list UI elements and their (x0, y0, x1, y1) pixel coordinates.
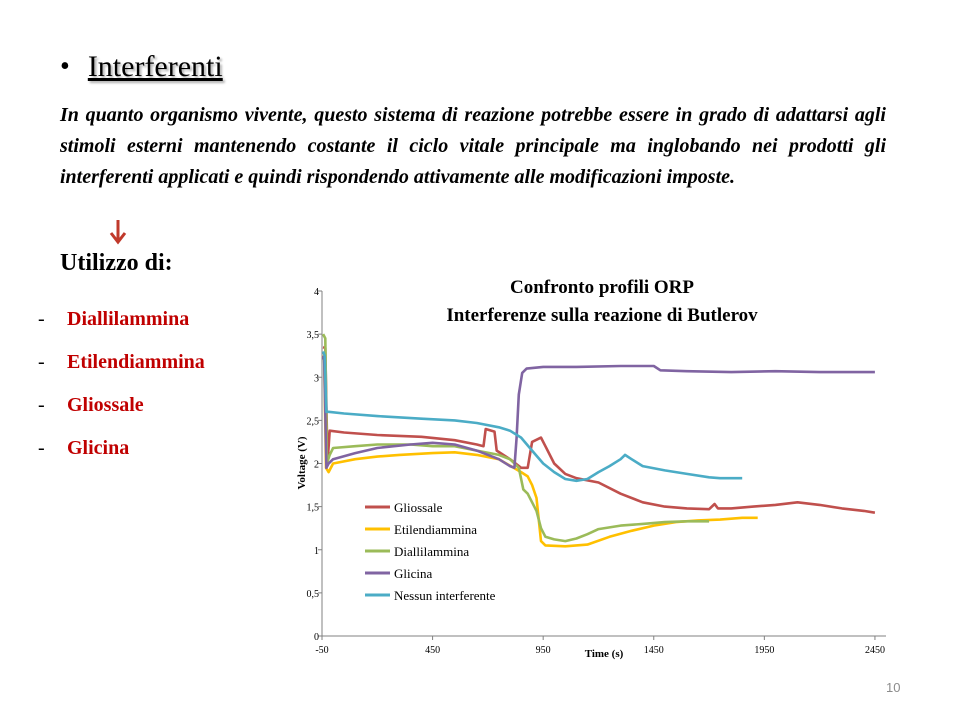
orp-line-chart: Confronto profili ORP Interferenze sulla… (296, 277, 886, 660)
y-tick-label: 0 (314, 632, 319, 643)
legend-label-diallilammina: Diallilammina (394, 544, 469, 559)
arrow-down-icon (109, 220, 127, 245)
list-item: - Etilendiammina (38, 351, 205, 394)
y-tick-label: 3,5 (307, 330, 320, 341)
list-dash: - (38, 394, 45, 416)
y-tick-label: 4 (314, 287, 319, 298)
page-number: 10 (886, 680, 901, 695)
legend-label-etilendiammina: Etilendiammina (394, 522, 477, 537)
interferent-name: Gliossale (67, 394, 144, 416)
slide-title: Interferenti (87, 50, 223, 83)
list-dash: - (38, 351, 45, 373)
usage-label: Utilizzo di: (60, 250, 173, 276)
legend-label-gliossale: Gliossale (394, 500, 443, 515)
y-axis-label: Voltage (V) (296, 436, 308, 489)
x-axis-label: Time (s) (585, 648, 624, 660)
x-tick-label: 1950 (754, 645, 774, 656)
chart-legend: Gliossale Etilendiammina Diallilammina Glic… (365, 500, 496, 603)
list-item: - Diallilammina (38, 308, 205, 351)
list-dash: - (38, 437, 45, 459)
interferent-list: - Diallilammina - Etilendiammina - Gliossal… (38, 308, 205, 480)
y-tick-label: 1 (314, 546, 319, 557)
interferent-name: Glicina (67, 437, 130, 459)
list-item: - Gliossale (38, 394, 205, 437)
series-line-nessun-interferente (321, 350, 743, 483)
y-tick-label: 0,5 (307, 589, 320, 600)
chart-axes: 0 0,5 1 1,5 2 2,5 3 3,5 4 -50 450 950 1450 1950 2450 (307, 287, 886, 656)
legend-label-glicina: Glicina (394, 566, 432, 581)
x-tick-label: 2450 (865, 645, 885, 656)
x-tick-label: 950 (536, 645, 551, 656)
chart-subtitle: Interferenze sulla reazione di Butlerov (446, 305, 758, 326)
y-tick-label: 2 (314, 460, 319, 471)
y-tick-label: 1,5 (307, 503, 320, 514)
legend-label-nessun-interferente: Nessun interferente (394, 588, 496, 603)
series-line-gliossale (322, 345, 876, 514)
y-tick-label: 2,5 (307, 416, 320, 427)
series-line-diallilammina (321, 333, 710, 543)
list-item: - Glicina (38, 437, 205, 480)
x-tick-label: -50 (315, 645, 328, 656)
series-line-etilendiammina (321, 354, 758, 548)
x-tick-label: 1450 (644, 645, 664, 656)
chart-series (321, 333, 876, 548)
interferent-name: Etilendiammina (67, 351, 205, 373)
chart-title: Confronto profili ORP (510, 277, 694, 298)
series-line-glicina (321, 355, 875, 470)
bullet-icon: • (60, 51, 70, 82)
slide-heading: • Interferenti (60, 50, 223, 84)
list-dash: - (38, 308, 45, 330)
x-tick-label: 450 (425, 645, 440, 656)
interferent-name: Diallilammina (67, 308, 190, 330)
intro-paragraph: In quanto organismo vivente, questo sist… (60, 104, 886, 188)
y-tick-label: 3 (314, 373, 319, 384)
